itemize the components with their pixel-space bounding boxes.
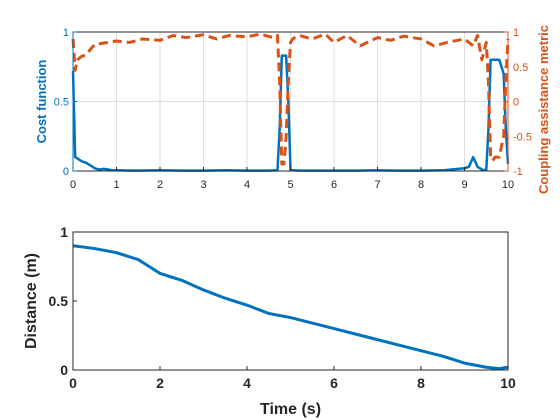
top-x-tick-label: 4 xyxy=(244,179,250,191)
top-left-y-tick-label: 0 xyxy=(63,166,69,178)
top-right-y-tick-label: 1 xyxy=(513,27,519,39)
cost-function-line xyxy=(71,54,510,172)
bottom-y-ticks: 00.51 xyxy=(49,224,77,378)
bottom-y-tick-label: 0.5 xyxy=(49,293,69,309)
top-x-tick-label: 7 xyxy=(374,179,380,191)
coupling-assistance-metric-line xyxy=(71,32,510,166)
bottom-y-axis-label: Distance (m) xyxy=(23,253,40,349)
top-right-y-tick-label: 0 xyxy=(513,97,519,109)
bottom-x-ticks: 0 2 4 6 8 10 xyxy=(69,366,516,391)
bottom-x-tick-label: 8 xyxy=(417,375,425,391)
top-x-ticks: 0 1 2 3 4 5 6 7 8 9 10 xyxy=(70,167,514,191)
bottom-subplot: 0 2 4 6 8 10 00.51 Time (s) Distance (m) xyxy=(23,224,516,418)
distance-line xyxy=(72,244,509,371)
top-right-y-tick-label: 0.5 xyxy=(513,62,528,74)
bottom-plot-area xyxy=(73,232,508,370)
top-right-y-axis-label: Coupling assistance metric xyxy=(536,25,551,194)
bottom-x-tick-label: 10 xyxy=(500,375,516,391)
bottom-x-tick-label: 4 xyxy=(243,375,251,391)
top-x-tick-label: 5 xyxy=(287,179,293,191)
bottom-x-tick-label: 0 xyxy=(69,375,77,391)
bottom-x-tick-label: 2 xyxy=(156,375,164,391)
top-subplot: 0 1 2 3 4 5 6 7 8 9 10 00.51 -1-0.500.51 Cost func… xyxy=(34,25,551,194)
top-left-y-tick-label: 0.5 xyxy=(54,97,69,109)
bottom-y-tick-label: 0 xyxy=(60,362,68,378)
top-series-layer xyxy=(71,32,510,172)
top-x-tick-label: 1 xyxy=(113,179,119,191)
top-x-tick-label: 8 xyxy=(418,179,424,191)
top-x-tick-label: 2 xyxy=(157,179,163,191)
bottom-series-layer xyxy=(72,244,509,371)
top-x-tick-label: 0 xyxy=(70,179,76,191)
bottom-y-tick-label: 1 xyxy=(60,224,68,240)
top-left-y-ticks: 00.51 xyxy=(54,27,77,178)
top-left-y-axis-label: Cost function xyxy=(34,60,49,144)
bottom-x-tick-label: 6 xyxy=(330,375,338,391)
top-right-y-tick-label: -1 xyxy=(513,166,523,178)
top-right-y-ticks: -1 -0.5 0 0.5 1 xyxy=(504,27,532,178)
top-right-y-tick-label: -0.5 xyxy=(513,131,532,143)
top-x-tick-label: 9 xyxy=(461,179,467,191)
top-left-y-tick-label: 1 xyxy=(63,27,69,39)
bottom-x-axis-label: Time (s) xyxy=(260,401,321,418)
top-x-tick-label: 6 xyxy=(331,179,337,191)
top-x-tick-label: 10 xyxy=(502,179,514,191)
top-x-tick-label: 3 xyxy=(200,179,206,191)
